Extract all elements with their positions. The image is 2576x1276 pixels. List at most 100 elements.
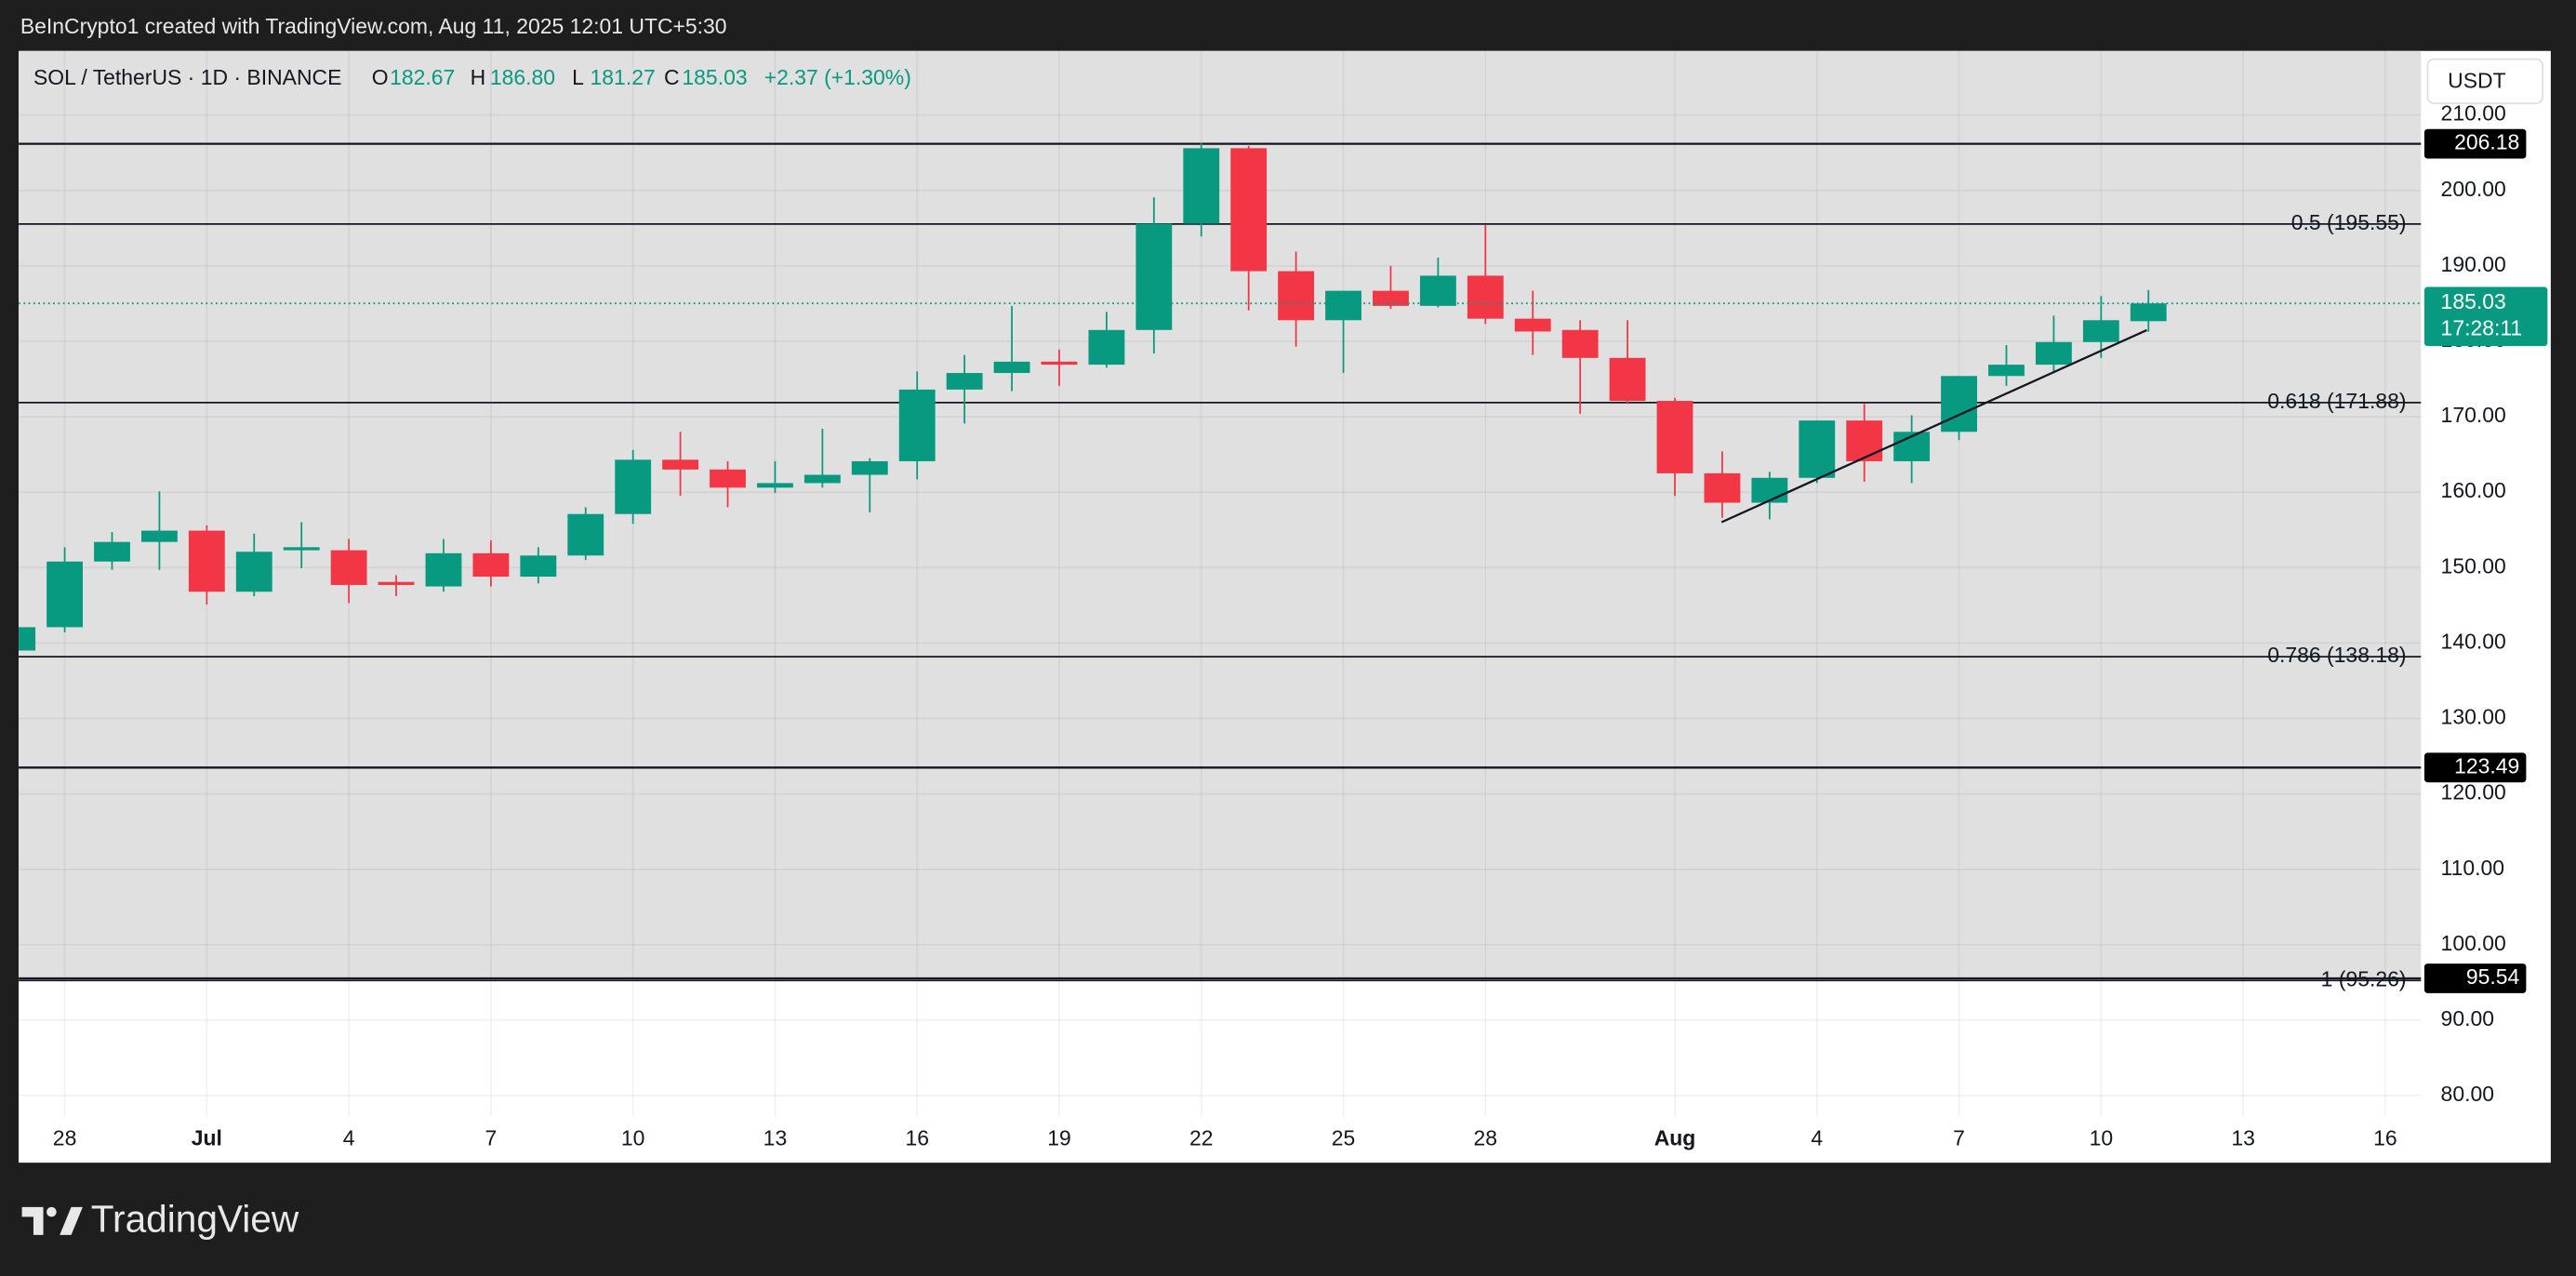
candle-body — [1230, 148, 1268, 272]
candle-body — [993, 361, 1030, 374]
candle-body — [946, 373, 983, 390]
candle-body — [1419, 275, 1456, 306]
candle-body — [1561, 329, 1599, 358]
price-axis: 80.00 90.00 100.00 110.00 120.00 130.00 140.00… — [2423, 101, 2548, 1106]
plot: 0.5 (195.55) 0.618 (171.88) 0.786 (138.18)… — [19, 50, 2422, 1117]
candle-body — [188, 530, 225, 592]
x-tick-label: 16 — [905, 1126, 929, 1150]
currency[interactable]: USDT — [2448, 68, 2505, 92]
ohlc-value: 186.80 — [490, 65, 555, 89]
x-tick-label: 7 — [485, 1126, 498, 1150]
fib-label: 0.5 (195.55) — [2291, 210, 2407, 234]
ohlc-value: 181.27 — [591, 65, 656, 89]
candle-body — [1704, 472, 1741, 503]
currency-button[interactable] — [2426, 58, 2543, 105]
brand-logo — [21, 1206, 83, 1235]
candle-body — [1041, 361, 1078, 366]
x-tick-label: Jul — [192, 1126, 222, 1150]
y-tick-label: 200.00 — [2441, 177, 2506, 201]
candle-body — [851, 460, 888, 475]
candle-body — [94, 541, 130, 562]
x-tick-label: 22 — [1189, 1126, 1214, 1150]
fib-label: 0.618 (171.88) — [2267, 389, 2406, 413]
ohlc-key: L — [572, 65, 584, 89]
price-tag — [2423, 128, 2527, 159]
x-tick-label: Aug — [1654, 1126, 1696, 1150]
candle-body — [1941, 376, 1977, 432]
candle-body — [1467, 275, 1504, 319]
y-tick-label: 130.00 — [2441, 705, 2506, 729]
ohlc-value: 182.67 — [390, 65, 455, 89]
price-tag — [2423, 752, 2527, 783]
candle-body — [1325, 290, 1361, 321]
last-price-label: 185.03 — [2441, 289, 2506, 313]
candle-body — [1183, 148, 1220, 224]
x-tick-label: 7 — [1953, 1126, 1965, 1150]
candle-body — [1609, 357, 1646, 402]
y-tick-label: 140.00 — [2441, 629, 2506, 653]
brand: TradingView — [91, 1197, 299, 1240]
candle-body — [425, 552, 462, 587]
symbol: SOL / TetherUS · 1D · BINANCE — [33, 65, 341, 89]
candle-body — [662, 459, 699, 470]
countdown: 17:28:11 — [2441, 316, 2523, 340]
y-tick-label: 110.00 — [2441, 856, 2504, 880]
trendline — [1720, 328, 2147, 524]
x-tick-label: 28 — [53, 1126, 77, 1150]
shaded-zone — [19, 50, 2422, 978]
candle-body — [283, 547, 320, 551]
x-tick-label: 4 — [1811, 1126, 1823, 1150]
candle-body — [1799, 420, 1836, 478]
x-tick-label: 13 — [764, 1126, 788, 1150]
y-tick-label: 80.00 — [2441, 1082, 2494, 1106]
y-tick-label: 160.00 — [2441, 478, 2506, 502]
ohlc-key: C — [664, 65, 680, 89]
y-tick-label: 150.00 — [2441, 553, 2506, 578]
y-tick-label: 210.00 — [2441, 101, 2506, 126]
candle-body — [1846, 420, 1883, 461]
candle-body — [567, 513, 604, 556]
candle-body — [1278, 271, 1315, 321]
attribution: BeInCrypto1 created with TradingView.com… — [20, 14, 727, 38]
candle-body — [1373, 290, 1409, 306]
candle-body — [520, 555, 557, 578]
x-tick-label: 25 — [1332, 1126, 1356, 1150]
candle-body — [710, 469, 746, 488]
candle-body — [615, 459, 652, 514]
x-tick-label: 13 — [2231, 1126, 2255, 1150]
candle-body — [803, 474, 841, 484]
candle-body — [1656, 401, 1693, 473]
y-tick-label: 120.00 — [2441, 780, 2506, 804]
x-tick-label: 19 — [1047, 1126, 1071, 1150]
last-price-tag — [2423, 286, 2548, 347]
legend: SOL / TetherUS · 1D · BINANCE O 182.67 H… — [33, 65, 911, 89]
candle-body — [1088, 329, 1125, 366]
candle-body — [378, 581, 415, 585]
candle-body — [46, 561, 83, 628]
ohlc-key: O — [372, 65, 389, 89]
candle-body — [2082, 320, 2119, 342]
price-tag-label: 123.49 — [2454, 753, 2519, 778]
candle-body — [2130, 303, 2167, 322]
x-tick-label: 10 — [621, 1126, 645, 1150]
candle-body — [898, 389, 936, 461]
y-tick-label: 100.00 — [2441, 931, 2506, 955]
y-tick-label: 170.00 — [2441, 403, 2506, 427]
y-tick-label: 90.00 — [2441, 1006, 2494, 1030]
x-tick-label: 10 — [2090, 1126, 2114, 1150]
price-tag-label: 95.54 — [2466, 964, 2520, 989]
x-tick-label: 4 — [343, 1126, 355, 1150]
candle-body — [1135, 223, 1173, 330]
x-tick-label: 16 — [2373, 1126, 2397, 1150]
price-tag-label: 206.18 — [2454, 130, 2519, 154]
x-tick-label: 28 — [1474, 1126, 1498, 1150]
candle-body — [330, 550, 367, 585]
candle-body — [141, 530, 178, 542]
candle-body — [1751, 477, 1788, 503]
candle-body — [19, 627, 36, 651]
y-tick-label: 190.00 — [2441, 252, 2506, 276]
ohlc-key: H — [471, 65, 486, 89]
change: +2.37 (+1.30%) — [764, 65, 911, 89]
